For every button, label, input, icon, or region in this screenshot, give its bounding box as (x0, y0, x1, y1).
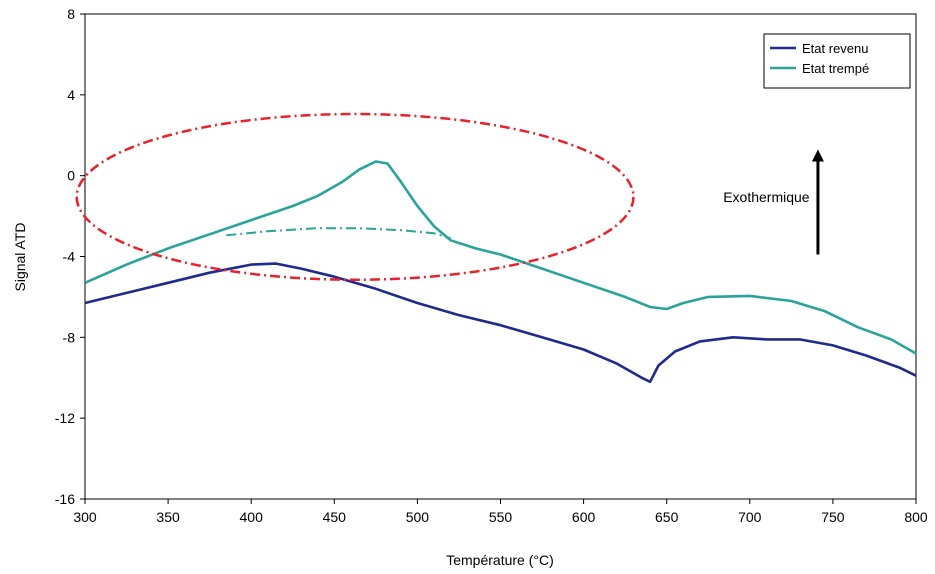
y-tick-label: -12 (55, 410, 75, 426)
y-tick-label: 4 (67, 87, 75, 103)
series-line-etat-revenu (84, 262, 917, 384)
x-tick-label: 350 (156, 509, 180, 525)
series-line-etat-trempé (84, 160, 917, 355)
y-tick-label: -16 (55, 491, 75, 507)
legend-entry: Etat trempé (802, 61, 869, 76)
x-tick-label: 650 (655, 509, 679, 525)
x-tick-label: 600 (572, 509, 596, 525)
legend-box (763, 33, 911, 89)
exothermic-label: Exothermique (723, 189, 810, 205)
plot-area: 8 4 0 -4 -8 -12 -16 300 350 400 450 500 550 600 650 700… (55, 6, 928, 525)
series-line-dashdot-baseline (226, 227, 451, 240)
y-tick-label: -4 (63, 249, 76, 265)
x-tick-label: 550 (489, 509, 513, 525)
x-tick-label: 400 (240, 509, 264, 525)
x-tick-label: 300 (73, 509, 97, 525)
legend: Etat revenu Etat trempé (763, 33, 911, 89)
x-tick-label: 750 (821, 509, 845, 525)
x-axis-title: Température (°C) (446, 552, 554, 568)
y-tick-label: -8 (63, 329, 76, 345)
legend-entry: Etat revenu (802, 41, 869, 56)
y-tick-label: 0 (67, 168, 75, 184)
x-tick-label: 800 (904, 509, 928, 525)
y-tick-label: 8 (67, 6, 75, 22)
x-tick-label: 500 (406, 509, 430, 525)
y-axis-title: Signal ATD (12, 223, 28, 292)
x-tick-label: 450 (323, 509, 347, 525)
highlight-ellipse (75, 112, 635, 281)
x-tick-label: 700 (738, 509, 762, 525)
